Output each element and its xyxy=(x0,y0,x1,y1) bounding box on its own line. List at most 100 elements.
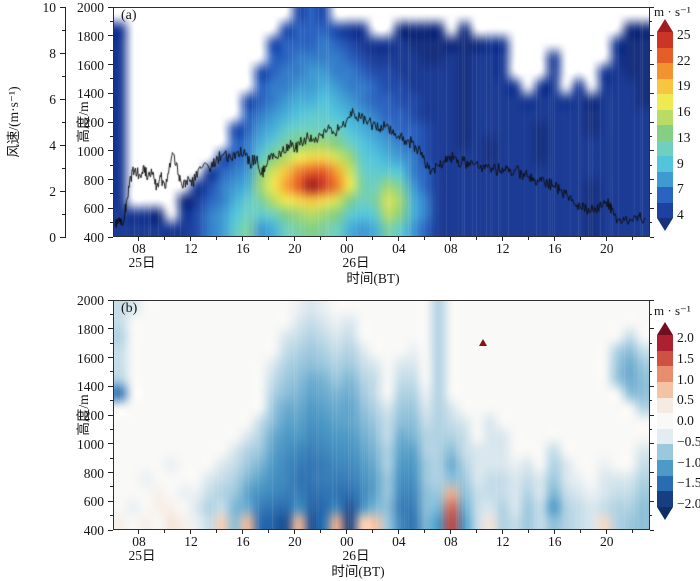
y-tick-label: 400 xyxy=(83,523,104,538)
y-minor-tick xyxy=(110,49,113,51)
y-minor-tick xyxy=(110,342,113,344)
x-minor-tick xyxy=(476,530,478,533)
panel-a-xaxis-label: 时间(BT) xyxy=(346,271,400,286)
y-tick-label: 800 xyxy=(83,465,104,481)
y-minor-tick-right xyxy=(650,193,652,195)
y-minor-tick xyxy=(110,428,113,430)
y-tick xyxy=(108,236,113,238)
x-tick-label: 20 xyxy=(288,534,302,549)
colorbar-a-tick-label: 4 xyxy=(677,207,684,222)
x-tick-label: 04 xyxy=(392,534,406,549)
y-tick-right xyxy=(650,443,654,445)
y-tick-label: 1800 xyxy=(77,321,104,337)
y-tick-label: 1200 xyxy=(77,115,104,130)
y-tick-label: 400 xyxy=(83,230,104,245)
y-minor-tick xyxy=(110,135,113,137)
x-tick xyxy=(190,530,192,534)
x-tick xyxy=(242,530,244,534)
wind-tick xyxy=(60,144,65,146)
wind-axis-label: 风速/(m·s⁻¹) xyxy=(6,86,21,158)
x-minor-tick xyxy=(528,237,530,240)
y-minor-tick xyxy=(110,313,113,315)
panel-a-day1-label: 25日 xyxy=(128,255,156,270)
y-tick-right xyxy=(650,414,654,416)
wind-tick-label: 6 xyxy=(49,92,56,107)
y-tick-right xyxy=(650,500,654,502)
y-minor-tick xyxy=(110,400,113,402)
colorbar-a-tick-label: 25 xyxy=(677,27,691,42)
wind-tick xyxy=(60,52,65,54)
y-minor-tick-right xyxy=(650,313,652,315)
y-tick xyxy=(108,150,113,152)
x-tick-label: 16 xyxy=(548,241,562,256)
wind-minor-tick xyxy=(62,121,65,123)
y-minor-tick-right xyxy=(650,515,652,517)
x-tick-label: 08 xyxy=(132,241,146,256)
x-tick xyxy=(606,530,608,534)
y-tick xyxy=(108,500,113,502)
y-minor-tick-right xyxy=(650,457,652,459)
wind-minor-tick xyxy=(62,167,65,169)
colorbar-a-tick-label: 19 xyxy=(677,78,691,94)
colorbar-b-bands xyxy=(657,335,673,508)
heatmap-a-canvas xyxy=(114,8,649,236)
y-tick xyxy=(108,179,113,180)
x-tick-label: 00 xyxy=(340,534,354,549)
y-minor-tick xyxy=(110,164,113,166)
wind-minor-tick xyxy=(62,213,65,215)
colorbar-b-band xyxy=(657,397,673,414)
wind-tick xyxy=(60,6,65,8)
x-minor-tick xyxy=(216,530,218,533)
x-minor-tick xyxy=(632,530,634,533)
y-tick-right xyxy=(650,472,654,473)
y-tick-label: 1800 xyxy=(77,28,104,44)
y-tick xyxy=(108,443,113,445)
colorbar-b-band xyxy=(657,335,673,351)
colorbar-b xyxy=(657,322,673,520)
y-tick-right xyxy=(650,179,654,180)
x-tick xyxy=(138,237,140,241)
x-tick xyxy=(398,237,400,241)
x-minor-tick xyxy=(268,530,270,533)
colorbar-b-band xyxy=(657,444,673,461)
x-tick xyxy=(242,237,244,241)
y-tick-label: 600 xyxy=(83,201,104,217)
x-minor-tick xyxy=(320,237,322,240)
x-minor-tick xyxy=(424,530,426,533)
y-tick-right xyxy=(650,385,654,387)
y-minor-tick-right xyxy=(650,164,652,166)
wind-tick-label: 0 xyxy=(49,230,56,245)
y-tick xyxy=(108,472,113,473)
colorbar-a-band xyxy=(657,109,673,125)
x-tick xyxy=(346,237,348,241)
colorbar-b-band xyxy=(657,366,673,382)
y-tick-label: 800 xyxy=(83,172,104,188)
y-tick-label: 1000 xyxy=(77,143,104,159)
x-minor-tick xyxy=(580,237,582,240)
x-tick xyxy=(398,530,400,534)
panel-b-tag: (b) xyxy=(121,301,138,316)
colorbar-a-tick-label: 13 xyxy=(677,129,691,145)
colorbar-a-band xyxy=(657,171,673,187)
colorbar-b-max-arrow xyxy=(657,322,673,335)
colorbar-b-band xyxy=(657,460,673,476)
panel-a-tag: (a) xyxy=(121,8,137,23)
x-tick-label: 12 xyxy=(496,241,510,256)
colorbar-b-tick-label: 0.5 xyxy=(677,392,694,408)
y-minor-tick-right xyxy=(650,78,652,80)
x-tick xyxy=(606,237,608,241)
x-tick-label: 20 xyxy=(599,534,614,549)
y-minor-tick-right xyxy=(650,342,652,344)
wind-minor-tick xyxy=(62,75,65,77)
wind-minor-tick xyxy=(62,29,65,31)
y-tick-right xyxy=(650,121,654,123)
y-tick-right xyxy=(650,236,654,238)
y-minor-tick xyxy=(110,107,113,109)
panel-b-day1-label: 25日 xyxy=(128,548,156,563)
colorbar-b-tick-label: −0.5 xyxy=(677,433,700,449)
colorbar-a-band xyxy=(657,47,673,63)
wind-tick-label: 4 xyxy=(49,138,56,153)
colorbar-b-band xyxy=(657,413,673,429)
x-tick-label: 00 xyxy=(340,241,354,256)
x-minor-tick xyxy=(320,530,322,533)
